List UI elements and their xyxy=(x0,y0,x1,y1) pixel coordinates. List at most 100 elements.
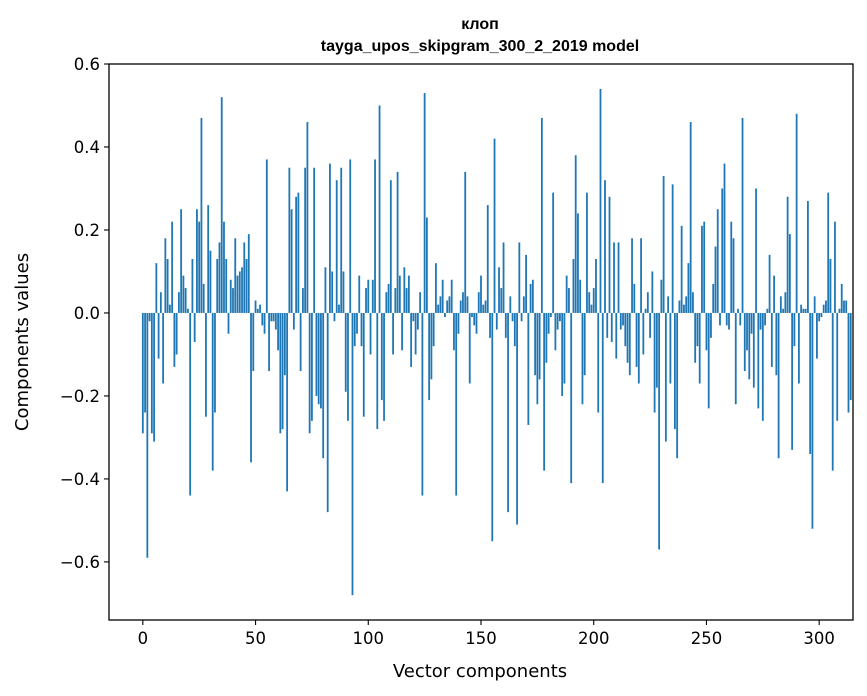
bar xyxy=(513,312,516,347)
bar xyxy=(552,192,555,313)
bar xyxy=(428,312,431,401)
bar xyxy=(849,312,852,401)
bar xyxy=(333,312,336,322)
bar xyxy=(694,312,697,363)
x-tick-label: 300 xyxy=(803,629,835,648)
bar xyxy=(243,242,246,313)
bar xyxy=(786,196,789,313)
bar xyxy=(732,238,735,313)
bar xyxy=(597,312,600,413)
bar xyxy=(507,312,509,513)
bar xyxy=(365,288,367,313)
bar xyxy=(671,184,674,313)
bar xyxy=(227,312,230,334)
bar xyxy=(207,205,210,313)
bar xyxy=(274,312,277,330)
bar xyxy=(588,292,591,313)
x-axis: 0 50 100 150 200 250 300 xyxy=(138,620,835,648)
bar xyxy=(655,312,658,388)
bar xyxy=(725,312,728,326)
bar xyxy=(180,209,183,313)
bar xyxy=(626,312,629,363)
bar xyxy=(441,279,444,313)
x-tick-label: 200 xyxy=(578,629,610,648)
bar xyxy=(707,312,710,409)
bar xyxy=(146,312,149,558)
bar xyxy=(329,163,331,313)
bar xyxy=(256,308,259,313)
bar xyxy=(692,292,694,313)
bar xyxy=(403,267,406,313)
bar xyxy=(216,259,219,313)
bar xyxy=(834,221,836,313)
bar xyxy=(680,225,683,313)
bar xyxy=(347,312,349,421)
bar xyxy=(457,312,460,334)
bar xyxy=(617,242,620,313)
bar xyxy=(202,283,205,313)
bar xyxy=(581,312,584,405)
bar xyxy=(498,267,500,313)
bar xyxy=(250,312,252,463)
bar xyxy=(613,242,615,313)
bar xyxy=(168,304,171,313)
bar xyxy=(782,308,785,313)
plot-frame xyxy=(108,63,854,621)
bar xyxy=(637,312,640,384)
bar xyxy=(599,88,602,313)
bar xyxy=(495,312,498,330)
bar xyxy=(473,312,476,326)
bar xyxy=(689,122,692,313)
bar xyxy=(554,312,557,351)
bar xyxy=(471,312,473,318)
bar xyxy=(547,312,550,334)
bar xyxy=(444,312,446,318)
bar xyxy=(191,259,194,313)
bar xyxy=(430,312,433,380)
bar xyxy=(633,283,636,313)
bar xyxy=(561,312,564,396)
bar xyxy=(335,180,338,313)
bar xyxy=(838,308,841,313)
bar xyxy=(448,296,451,313)
bar xyxy=(748,312,751,380)
bar xyxy=(344,312,347,392)
bar xyxy=(504,312,507,338)
bar xyxy=(148,312,151,322)
bar xyxy=(570,312,573,484)
bar xyxy=(741,117,744,313)
bar xyxy=(389,180,392,313)
bar xyxy=(527,312,530,425)
bar xyxy=(608,196,611,313)
bar xyxy=(525,254,527,313)
bar xyxy=(662,176,665,313)
bar xyxy=(414,312,417,355)
bar xyxy=(606,312,609,338)
bar xyxy=(272,312,275,322)
bar xyxy=(225,259,228,313)
bar xyxy=(586,192,588,313)
bar xyxy=(477,292,480,313)
bar xyxy=(818,312,821,322)
bar xyxy=(509,296,512,313)
bar xyxy=(259,304,261,313)
bar xyxy=(315,312,318,396)
bar xyxy=(263,312,266,334)
bar xyxy=(764,312,766,326)
bar xyxy=(484,300,487,313)
y-tick-label: 0.4 xyxy=(74,138,100,157)
bar xyxy=(658,312,661,550)
bar xyxy=(804,308,807,313)
y-axis-label: Components values xyxy=(12,253,33,431)
bar xyxy=(664,312,667,442)
bar xyxy=(583,312,586,376)
bar xyxy=(624,312,627,347)
bar xyxy=(592,288,595,313)
bar xyxy=(556,312,559,330)
bar xyxy=(800,304,803,313)
bar xyxy=(437,304,440,313)
x-tick-label: 50 xyxy=(245,629,266,648)
bar xyxy=(784,292,787,313)
bar xyxy=(141,312,144,434)
bar xyxy=(644,308,647,313)
